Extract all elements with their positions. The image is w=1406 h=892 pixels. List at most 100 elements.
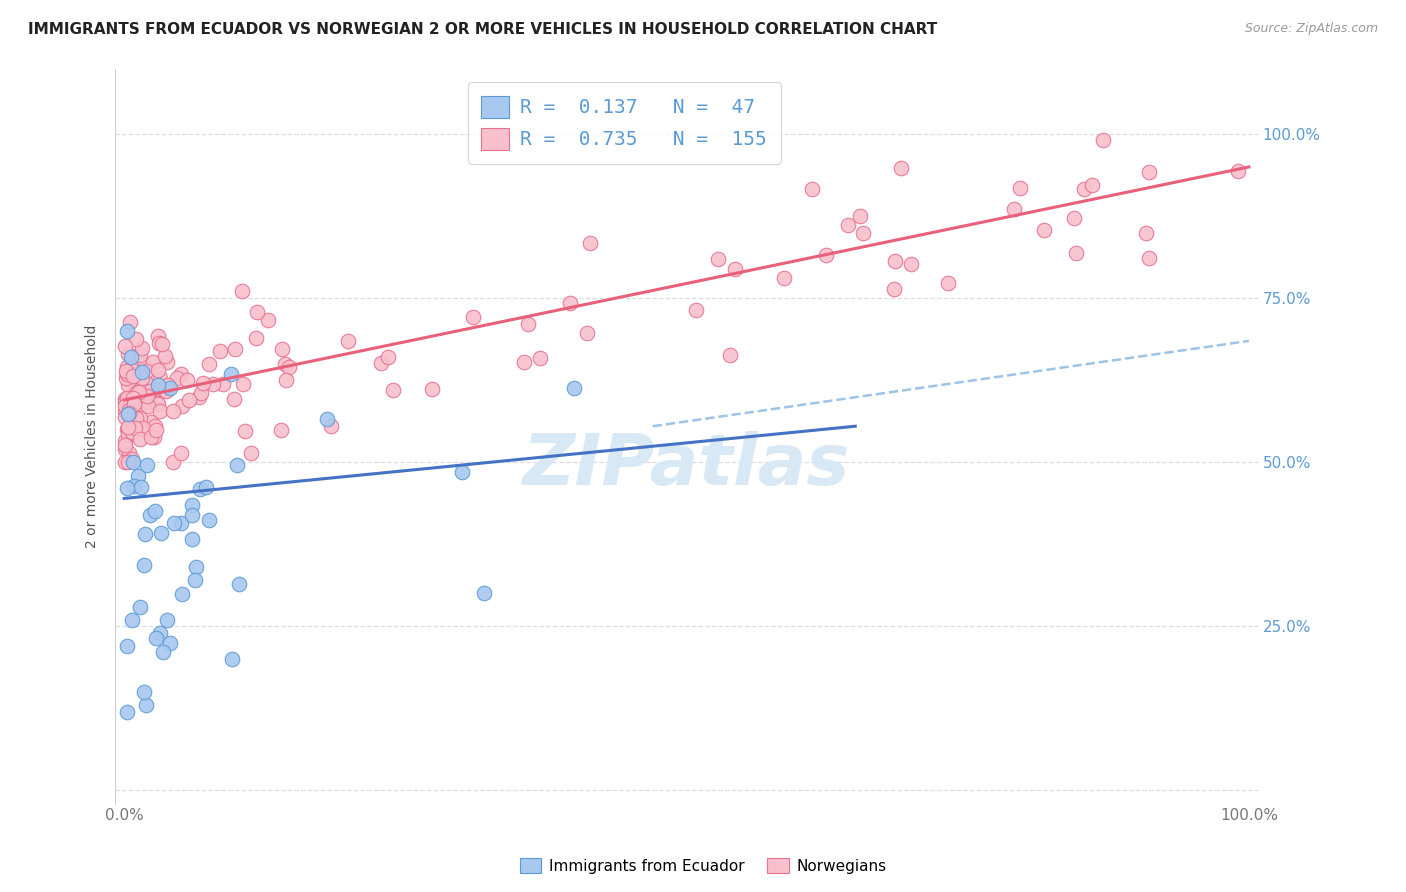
Point <box>129 348 152 362</box>
Point <box>132 392 155 406</box>
Point <box>120 368 142 382</box>
Point <box>529 351 551 365</box>
Point <box>1080 178 1102 192</box>
Text: IMMIGRANTS FROM ECUADOR VS NORWEGIAN 2 OR MORE VEHICLES IN HOUSEHOLD CORRELATION: IMMIGRANTS FROM ECUADOR VS NORWEGIAN 2 O… <box>28 22 938 37</box>
Point <box>114 363 136 377</box>
Point <box>246 305 269 319</box>
Point <box>145 423 167 437</box>
Point <box>139 415 162 429</box>
Point <box>319 419 342 434</box>
Point <box>150 382 173 396</box>
Point <box>114 404 136 418</box>
Point <box>117 392 139 407</box>
Point <box>128 422 150 436</box>
Point <box>186 560 208 574</box>
Point <box>115 391 138 405</box>
Point <box>162 455 184 469</box>
Point <box>315 412 337 426</box>
Point <box>114 434 136 448</box>
Point <box>225 458 247 472</box>
Point <box>188 390 211 404</box>
Point <box>155 384 177 398</box>
Point <box>117 359 139 374</box>
Point <box>143 419 166 434</box>
Point <box>124 411 146 425</box>
Point <box>125 384 148 399</box>
Point <box>114 442 136 457</box>
Point <box>122 368 145 383</box>
Point <box>180 508 202 522</box>
Point <box>115 324 138 338</box>
Point <box>122 397 145 411</box>
Point <box>558 296 581 310</box>
Point <box>1135 226 1157 240</box>
Point <box>120 399 142 413</box>
Point <box>114 392 136 406</box>
Point <box>270 343 292 357</box>
Point <box>148 329 170 343</box>
Point <box>772 270 794 285</box>
Point <box>122 392 145 406</box>
Point <box>117 407 139 421</box>
Point <box>120 409 142 424</box>
Point <box>162 404 184 418</box>
Point <box>170 446 193 460</box>
Point <box>936 276 959 290</box>
Point <box>117 403 139 417</box>
Point <box>149 626 172 640</box>
Point <box>128 432 150 446</box>
Point <box>800 182 823 196</box>
Point <box>143 430 166 444</box>
Point <box>143 504 166 518</box>
Point <box>115 481 138 495</box>
Point <box>149 370 172 384</box>
Point <box>153 349 176 363</box>
Point <box>256 313 278 327</box>
Point <box>191 376 214 390</box>
Point <box>377 350 399 364</box>
Point <box>336 334 359 349</box>
Point <box>125 332 148 346</box>
Point <box>142 355 165 369</box>
Point <box>180 533 202 547</box>
Point <box>190 385 212 400</box>
Point <box>149 403 172 417</box>
Point <box>115 639 138 653</box>
Point <box>157 378 180 392</box>
Point <box>114 455 136 469</box>
Point <box>139 384 162 399</box>
Point <box>124 383 146 397</box>
Point <box>146 377 169 392</box>
Point <box>122 415 145 429</box>
Point <box>837 218 859 232</box>
Point <box>890 161 912 175</box>
Point <box>562 381 585 395</box>
Point <box>120 361 142 376</box>
Point <box>139 508 162 522</box>
Point <box>141 430 163 444</box>
Point <box>814 248 837 262</box>
Text: Source: ZipAtlas.com: Source: ZipAtlas.com <box>1244 22 1378 36</box>
Point <box>135 389 157 403</box>
Point <box>222 392 245 406</box>
Point <box>685 302 707 317</box>
Point <box>131 365 153 379</box>
Text: ZIPatlas: ZIPatlas <box>523 431 851 500</box>
Point <box>118 406 141 420</box>
Point <box>114 438 136 452</box>
Point <box>450 465 472 479</box>
Point <box>472 586 495 600</box>
Point <box>1137 251 1160 265</box>
Point <box>118 409 141 423</box>
Point <box>149 525 172 540</box>
Point <box>114 410 136 425</box>
Point <box>198 357 221 371</box>
Point <box>118 372 141 386</box>
Point <box>228 576 250 591</box>
Point <box>152 383 174 397</box>
Point <box>180 499 202 513</box>
Point <box>370 356 392 370</box>
Point <box>276 374 298 388</box>
Point <box>170 399 193 413</box>
Point <box>115 367 138 381</box>
